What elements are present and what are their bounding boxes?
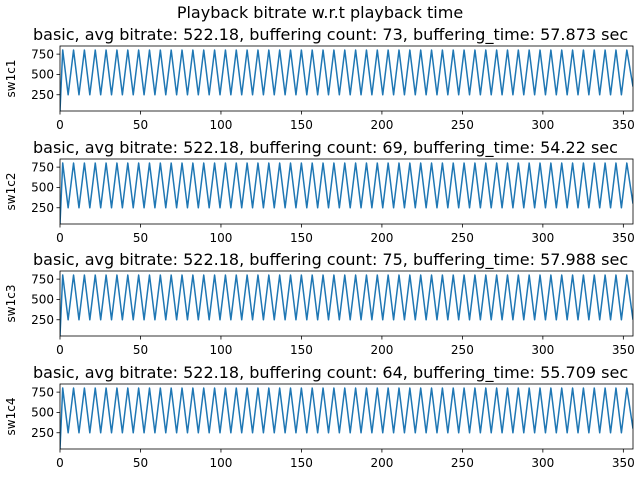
axes-frame <box>59 158 634 225</box>
y-tick-label: 500 <box>31 293 54 307</box>
x-tick-label: 150 <box>290 456 313 470</box>
x-tick-label: 50 <box>133 231 148 245</box>
y-tick-label: 250 <box>31 201 54 215</box>
x-tick-label: 100 <box>210 343 233 357</box>
subplot-1: 0 50 100 150 200 250 300 350 250 500 750 basic, avg… <box>4 25 635 132</box>
x-tick-label: 250 <box>451 343 474 357</box>
y-tick-label: 750 <box>31 272 54 286</box>
x-tick-label: 250 <box>451 456 474 470</box>
subplot-title: basic, avg bitrate: 522.18, buffering co… <box>33 363 628 383</box>
series-line-sw1c4 <box>60 387 633 449</box>
x-tick-label: 200 <box>370 118 393 132</box>
subplot-title: basic, avg bitrate: 522.18, buffering co… <box>33 25 628 45</box>
y-axis-label: sw1c3 <box>4 285 18 323</box>
x-tick-label: 150 <box>290 231 313 245</box>
x-tick-label: 250 <box>451 231 474 245</box>
x-tick-label: 350 <box>612 231 635 245</box>
y-axis-label: sw1c2 <box>4 173 18 211</box>
x-tick-label: 50 <box>133 118 148 132</box>
subplot-2: 0 50 100 150 200 250 300 350 250 500 750 basic, avg… <box>4 138 635 245</box>
axes-frame <box>59 383 634 450</box>
series-line-sw1c1 <box>60 49 633 111</box>
subplot-title: basic, avg bitrate: 522.18, buffering co… <box>33 138 618 158</box>
x-tick-label: 300 <box>531 231 554 245</box>
x-tick-label: 0 <box>56 343 64 357</box>
y-tick-label: 250 <box>31 313 54 327</box>
x-tick-label: 300 <box>531 118 554 132</box>
x-tick-label: 300 <box>531 343 554 357</box>
y-axis-label: sw1c1 <box>4 60 18 98</box>
x-tick-label: 50 <box>133 456 148 470</box>
x-tick-label: 300 <box>531 456 554 470</box>
axes-frame <box>59 270 634 337</box>
y-tick-label: 250 <box>31 426 54 440</box>
x-tick-label: 200 <box>370 343 393 357</box>
y-tick-label: 500 <box>31 406 54 420</box>
y-tick-label: 750 <box>31 160 54 174</box>
x-tick-label: 350 <box>612 343 635 357</box>
x-tick-label: 250 <box>451 118 474 132</box>
figure-title: Playback bitrate w.r.t playback time <box>177 3 463 22</box>
x-tick-label: 0 <box>56 456 64 470</box>
x-tick-label: 0 <box>56 118 64 132</box>
subplot-3: 0 50 100 150 200 250 300 350 250 500 750 basic, avg… <box>4 250 635 357</box>
x-tick-label: 200 <box>370 231 393 245</box>
axes-frame <box>59 45 634 112</box>
y-tick-label: 750 <box>31 385 54 399</box>
y-tick-label: 250 <box>31 88 54 102</box>
x-tick-label: 350 <box>612 118 635 132</box>
y-tick-label: 500 <box>31 181 54 195</box>
x-tick-label: 150 <box>290 343 313 357</box>
series-line-sw1c3 <box>60 274 633 336</box>
x-tick-label: 100 <box>210 231 233 245</box>
x-tick-label: 0 <box>56 231 64 245</box>
series-line-sw1c2 <box>60 162 633 224</box>
y-axis-label: sw1c4 <box>4 398 18 436</box>
subplot-4: 0 50 100 150 200 250 300 350 250 500 750 basic, avg… <box>4 363 635 470</box>
y-tick-label: 500 <box>31 68 54 82</box>
x-tick-label: 100 <box>210 456 233 470</box>
y-tick-label: 750 <box>31 47 54 61</box>
x-tick-label: 100 <box>210 118 233 132</box>
x-tick-label: 50 <box>133 343 148 357</box>
x-tick-label: 350 <box>612 456 635 470</box>
subplot-title: basic, avg bitrate: 522.18, buffering co… <box>33 250 628 270</box>
x-tick-label: 200 <box>370 456 393 470</box>
x-tick-label: 150 <box>290 118 313 132</box>
